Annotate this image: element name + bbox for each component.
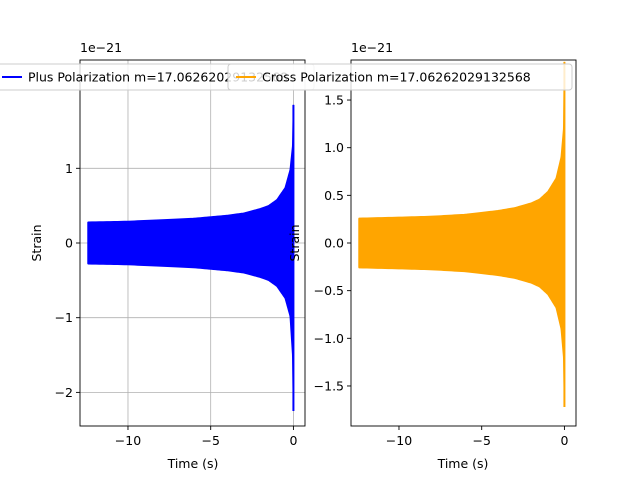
x-tick-label: 0 <box>289 433 297 448</box>
y-tick-label: −0.5 <box>314 283 344 298</box>
x-tick-label: −10 <box>386 433 412 448</box>
y-tick-label: 1 <box>65 161 73 176</box>
y-offset-text: 1e−21 <box>80 40 122 55</box>
y-tick-label: 1.0 <box>324 140 344 155</box>
legend-label: Cross Polarization m=17.06262029132568 <box>262 70 531 85</box>
y-tick-label: 0 <box>65 236 73 251</box>
y-offset-text: 1e−21 <box>351 40 393 55</box>
y-tick-label: −1 <box>55 310 73 325</box>
x-tick-label: −5 <box>201 433 219 448</box>
plus-polarization-panel: 1e−21 Time (s) Strain −10 −5 0−2−101 <box>29 40 306 471</box>
cross-polarization-panel: 1e−21 Time (s) Strain −10 −5 0 −1.5 −1.0 −0.5… <box>287 40 577 471</box>
x-axis-label: Time (s) <box>437 456 489 471</box>
series-envelope-area <box>358 61 566 407</box>
y-tick-label: 0.0 <box>324 236 344 251</box>
legend: Cross Polarization m=17.06262029132568 <box>227 63 573 91</box>
x-axis-label: Time (s) <box>167 456 219 471</box>
y-axis-label: Strain <box>29 224 44 261</box>
legend-label: Plus Polarization m=17.06262029132568 <box>28 70 288 85</box>
y-tick-label: 1.5 <box>324 93 344 108</box>
y-tick-label: −2 <box>55 385 73 400</box>
x-tick-label: −5 <box>472 433 490 448</box>
y-axis-label: Strain <box>287 224 302 261</box>
y-tick-label: −1.0 <box>314 331 344 346</box>
y-tick-label: 0.5 <box>324 188 344 203</box>
legend-box <box>227 63 573 91</box>
y-tick-label: −1.5 <box>314 378 344 393</box>
series-envelope-area <box>87 104 295 412</box>
x-tick-label: 0 <box>560 433 568 448</box>
x-tick-label: −10 <box>115 433 141 448</box>
